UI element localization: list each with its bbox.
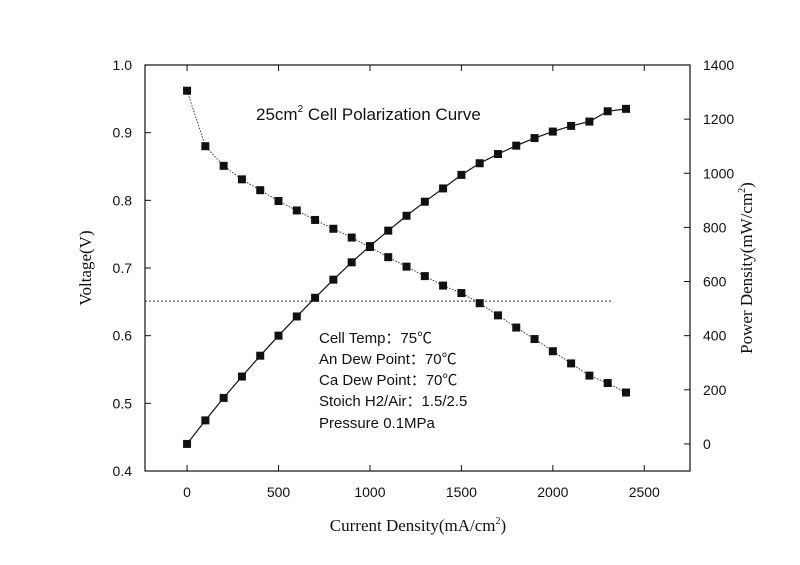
voltage-point (603, 379, 612, 388)
voltage-point (402, 262, 411, 271)
y-right-tick-label: 600 (703, 274, 727, 290)
power-density-point (439, 184, 448, 193)
y-left-tick-label: 0.4 (113, 463, 133, 479)
x-tick-label: 1500 (446, 484, 477, 500)
voltage-point (292, 206, 301, 215)
power-density-point (347, 258, 356, 267)
power-density-point (530, 134, 539, 143)
voltage-point (329, 224, 338, 233)
voltage-point (621, 388, 630, 397)
y-right-tick-label: 0 (703, 436, 711, 452)
voltage-point (567, 359, 576, 368)
conditions-annotation: Cell Temp：75℃ An Dew Point：70℃ Ca Dew Po… (319, 330, 467, 432)
power-density-point (365, 242, 374, 251)
voltage-point (237, 175, 246, 184)
power-density-point (292, 312, 301, 321)
annotation-an-dew-point: An Dew Point：70℃ (319, 351, 457, 368)
voltage-point (347, 233, 356, 242)
voltage-point (384, 253, 393, 262)
voltage-point (439, 281, 448, 290)
voltage-point (512, 323, 521, 332)
power-density-point (457, 170, 466, 179)
y-left-tick-label: 0.9 (113, 125, 133, 141)
power-density-point (420, 197, 429, 206)
power-density-point (475, 159, 484, 168)
power-density-point (402, 211, 411, 220)
y-left-tick-label: 0.6 (113, 328, 133, 344)
power-density-point (512, 141, 521, 150)
x-tick-label: 500 (267, 484, 291, 500)
annotation-cell-temp: Cell Temp：75℃ (319, 330, 432, 347)
power-density-point (256, 351, 265, 360)
power-density-point (493, 150, 502, 159)
y-axis-left-label: Voltage(V) (76, 230, 95, 305)
voltage-point (457, 289, 466, 298)
x-tick-label: 1000 (354, 484, 385, 500)
voltage-series-line (186, 90, 627, 393)
y-axis-right-label: Power Density(mW/cm2) (737, 182, 756, 354)
y-left-tick-label: 0.5 (113, 395, 133, 411)
annotation-stoich: Stoich H2/Air：1.5/2.5 (319, 393, 467, 410)
voltage-point (274, 197, 283, 206)
power-density-point (329, 275, 338, 284)
voltage-point (585, 371, 594, 380)
power-density-point (548, 127, 557, 136)
x-tick-label: 0 (183, 484, 191, 500)
y-right-tick-label: 200 (703, 382, 727, 398)
voltage-point (420, 272, 429, 281)
voltage-point (493, 311, 502, 320)
power-density-point (567, 121, 576, 130)
y-left-tick-label: 0.7 (113, 260, 133, 276)
power-density-point (219, 393, 228, 402)
voltage-point (530, 335, 539, 344)
voltage-point (548, 347, 557, 356)
voltage-point (183, 86, 192, 95)
y-right-tick-label: 1000 (703, 165, 734, 181)
voltage-point (201, 142, 210, 151)
voltage-point (219, 161, 228, 170)
y-left-tick-label: 0.8 (113, 192, 133, 208)
power-density-point (201, 416, 210, 425)
y-right-tick-label: 400 (703, 328, 727, 344)
power-density-point (183, 439, 192, 448)
y-left-tick-label: 1.0 (113, 57, 133, 73)
plot-frame (144, 64, 691, 472)
annotation-ca-dew-point: Ca Dew Point：70℃ (319, 372, 457, 389)
y-right-tick-label: 1200 (703, 111, 734, 127)
x-tick-label: 2500 (629, 484, 660, 500)
x-tick-label: 2000 (537, 484, 568, 500)
chart-title: 25cm2 Cell Polarization Curve (256, 104, 481, 124)
annotation-pressure: Pressure 0.1MPa (319, 415, 436, 432)
power-density-point (384, 226, 393, 235)
power-density-point (274, 331, 283, 340)
y-right-tick-label: 800 (703, 219, 727, 235)
voltage-point (311, 215, 320, 224)
voltage-point (256, 186, 265, 195)
power-density-point (237, 372, 246, 381)
power-density-point (603, 107, 612, 116)
x-axis-label: Current Density(mA/cm2) (330, 516, 506, 535)
power-density-point (621, 104, 630, 113)
y-right-tick-label: 1400 (703, 57, 734, 73)
voltage-point (475, 299, 484, 308)
power-density-point (585, 117, 594, 126)
power-density-point (311, 293, 320, 302)
